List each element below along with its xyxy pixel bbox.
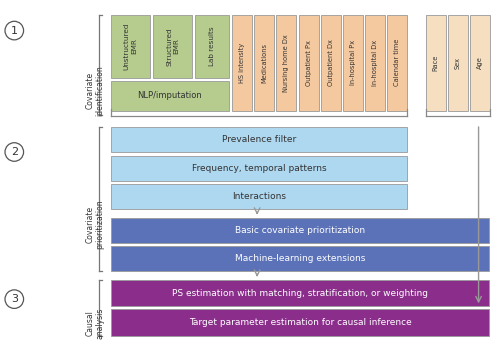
Bar	[254, 15, 274, 110]
Text: Interactions: Interactions	[232, 192, 286, 201]
Bar	[110, 15, 150, 78]
Text: Covariate
prioritization: Covariate prioritization	[86, 199, 104, 249]
Bar	[448, 15, 468, 110]
Text: Medications: Medications	[262, 43, 268, 83]
Bar	[387, 15, 407, 110]
Bar	[298, 15, 318, 110]
Text: Prevalence filter: Prevalence filter	[222, 135, 296, 144]
Text: Calendar time: Calendar time	[394, 39, 400, 86]
Text: Target parameter estimation for causal inference: Target parameter estimation for causal i…	[188, 318, 412, 327]
Bar	[232, 15, 252, 110]
Bar	[426, 15, 446, 110]
Text: HS intensity: HS intensity	[239, 42, 245, 83]
Text: In-hospital Dx: In-hospital Dx	[372, 40, 378, 86]
Bar	[110, 155, 407, 181]
Bar	[365, 15, 385, 110]
Circle shape	[5, 143, 24, 161]
Text: PS estimation with matching, stratification, or weighting: PS estimation with matching, stratificat…	[172, 289, 428, 298]
Circle shape	[5, 290, 24, 308]
Text: Outpatient Dx: Outpatient Dx	[328, 39, 334, 86]
Text: Covariate
identification: Covariate identification	[86, 65, 104, 116]
Text: NLP/imputation: NLP/imputation	[138, 91, 202, 100]
Bar	[110, 309, 490, 336]
Text: In-hospital Px: In-hospital Px	[350, 40, 356, 85]
Text: Frequency, temporal patterns: Frequency, temporal patterns	[192, 164, 326, 172]
Bar	[110, 218, 490, 243]
Bar	[195, 15, 230, 78]
Bar	[110, 246, 490, 271]
Text: Unstructured
EMR: Unstructured EMR	[124, 23, 137, 70]
Text: Sex: Sex	[455, 57, 461, 69]
Bar	[110, 127, 407, 152]
Text: Causal
analysis: Causal analysis	[86, 308, 104, 339]
Text: 2: 2	[10, 147, 18, 157]
Bar	[110, 280, 490, 306]
Text: Outpatient Px: Outpatient Px	[306, 40, 312, 86]
Text: Machine-learning extensions: Machine-learning extensions	[235, 254, 365, 263]
Text: Nursing home Dx: Nursing home Dx	[284, 34, 290, 92]
Circle shape	[5, 21, 24, 40]
Bar	[343, 15, 363, 110]
Bar	[110, 184, 407, 209]
Bar	[320, 15, 340, 110]
Text: Lab results: Lab results	[209, 27, 215, 66]
Bar	[110, 81, 230, 110]
Text: 1: 1	[11, 25, 18, 35]
Text: Age: Age	[477, 56, 483, 69]
Bar	[470, 15, 490, 110]
Text: 3: 3	[11, 294, 18, 304]
Bar	[276, 15, 296, 110]
Bar	[153, 15, 192, 78]
Text: Structured
EMR: Structured EMR	[166, 27, 179, 65]
Text: Basic covariate prioritization: Basic covariate prioritization	[235, 226, 365, 235]
Text: Race: Race	[432, 55, 438, 71]
